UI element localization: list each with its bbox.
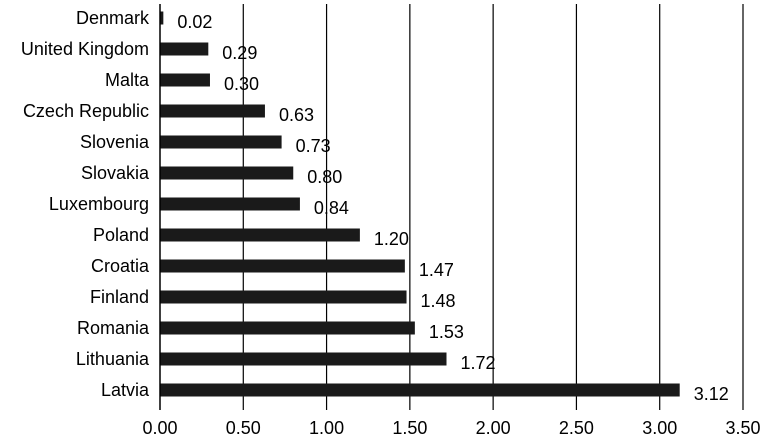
category-label: United Kingdom	[21, 39, 149, 59]
category-label: Slovakia	[81, 163, 150, 183]
value-labels: 0.02 0.29 0.30 0.63 0.73 0.80 0.84 1.20 1.47 1.48…	[177, 12, 728, 404]
bar	[160, 104, 265, 118]
x-tick-label: 1.50	[392, 418, 427, 438]
bars	[160, 11, 680, 397]
bar	[160, 11, 164, 25]
bar	[160, 135, 282, 149]
value-label: 1.72	[461, 353, 496, 373]
value-label: 1.47	[419, 260, 454, 280]
grid-lines	[242, 4, 744, 410]
value-label: 0.02	[177, 12, 212, 32]
value-label: 0.63	[279, 105, 314, 125]
bar	[160, 290, 407, 304]
category-labels: Denmark United Kingdom Malta Czech Republic…	[21, 8, 150, 400]
value-label: 1.48	[421, 291, 456, 311]
category-label: Latvia	[101, 380, 150, 400]
x-tick-label: 2.50	[559, 418, 594, 438]
category-label: Luxembourg	[49, 194, 149, 214]
bar	[160, 166, 294, 180]
category-label: Poland	[93, 225, 149, 245]
category-label: Slovenia	[80, 132, 150, 152]
value-label: 1.20	[374, 229, 409, 249]
value-label: 0.80	[307, 167, 342, 187]
bar	[160, 73, 210, 87]
x-tick-label: 2.00	[476, 418, 511, 438]
value-label: 1.53	[429, 322, 464, 342]
bar	[160, 228, 360, 242]
x-tick-label: 1.00	[309, 418, 344, 438]
value-label: 0.84	[314, 198, 349, 218]
x-tick-label: 3.50	[725, 418, 760, 438]
value-label: 0.73	[296, 136, 331, 156]
category-label: Czech Republic	[23, 101, 149, 121]
category-label: Croatia	[91, 256, 150, 276]
x-tick-label: 0.00	[142, 418, 177, 438]
category-label: Malta	[105, 70, 150, 90]
bar	[160, 321, 415, 335]
bar	[160, 383, 680, 397]
bar	[160, 352, 447, 366]
value-label: 0.29	[222, 43, 257, 63]
category-label: Denmark	[76, 8, 150, 28]
category-label: Finland	[90, 287, 149, 307]
bar	[160, 259, 405, 273]
bar	[160, 197, 300, 211]
category-label: Lithuania	[76, 349, 150, 369]
value-label: 0.30	[224, 74, 259, 94]
x-tick-label: 3.00	[642, 418, 677, 438]
value-label: 3.12	[694, 384, 729, 404]
category-label: Romania	[77, 318, 150, 338]
bar	[160, 42, 209, 56]
x-tick-labels: 0.00 0.50 1.00 1.50 2.00 2.50 3.00 3.50	[142, 418, 760, 438]
x-tick-label: 0.50	[226, 418, 261, 438]
